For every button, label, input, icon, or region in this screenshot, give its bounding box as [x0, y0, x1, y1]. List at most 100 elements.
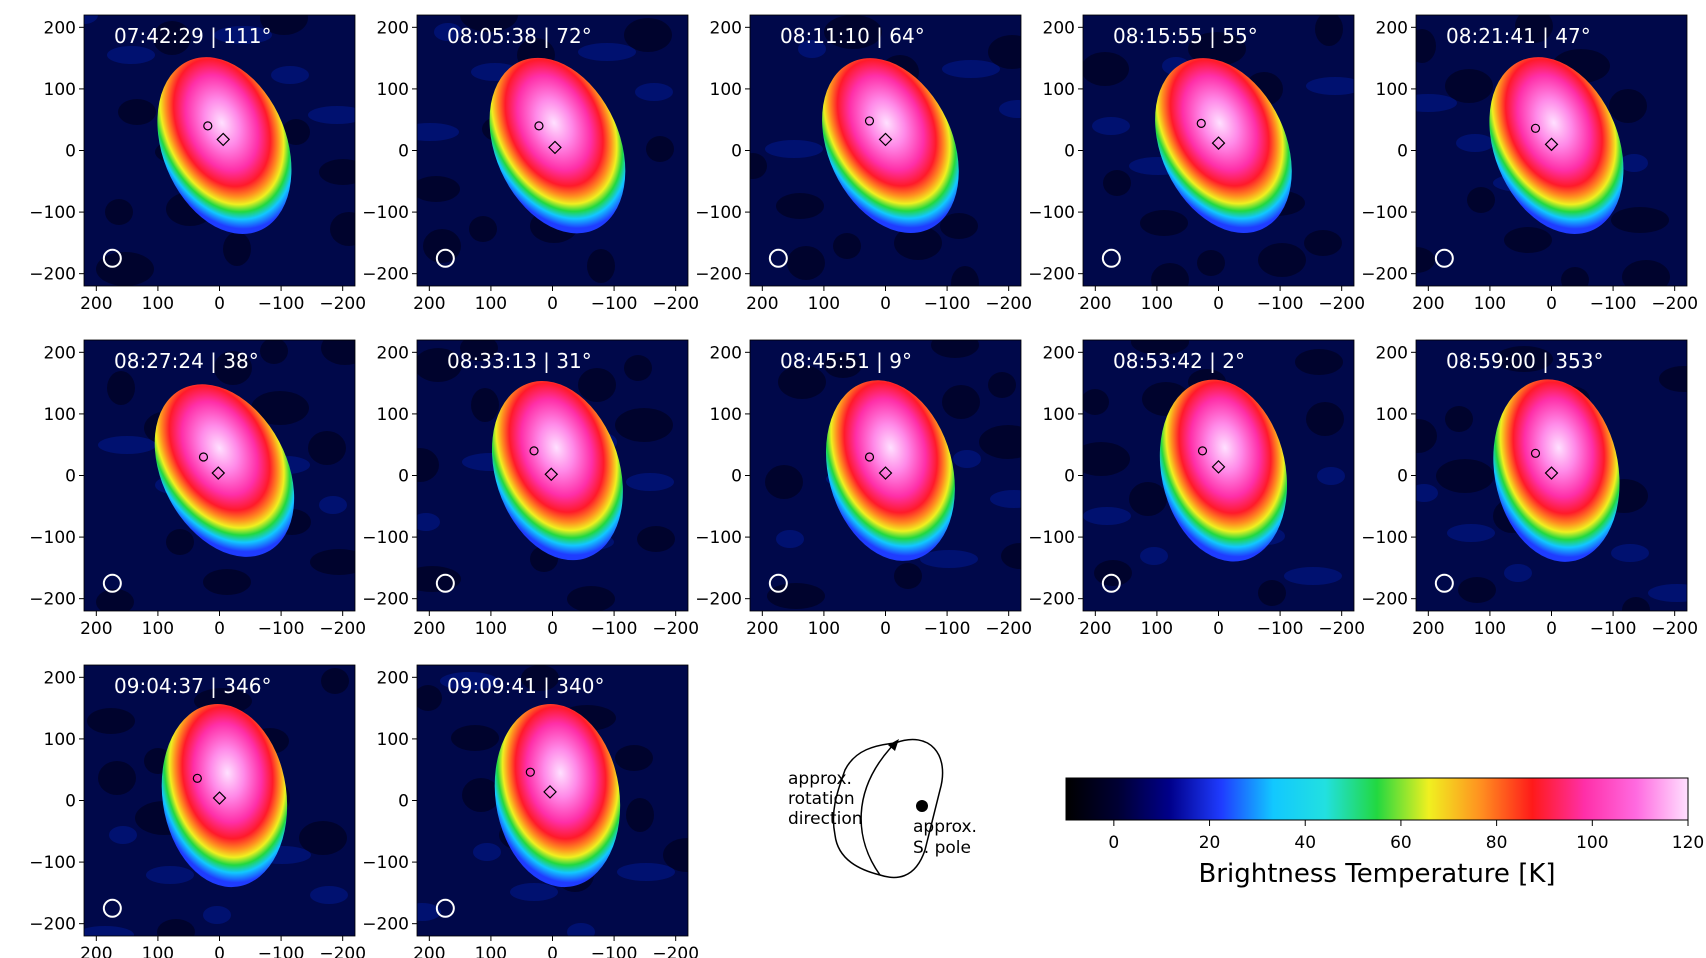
x-tick-label: −100: [1590, 619, 1637, 639]
colorbar-tick-label: 20: [1199, 833, 1221, 853]
y-tick-label: 100: [44, 80, 76, 100]
panel-timestamp-label: 09:09:41 | 340°: [447, 674, 604, 698]
y-tick-label: −100: [362, 853, 409, 873]
panel-timestamp-label: 08:59:00 | 353°: [1446, 349, 1603, 373]
colorbar-tick-label: 40: [1294, 833, 1316, 853]
y-tick-label: −100: [1361, 203, 1408, 223]
panel-1: 07:42:29 | 111°200 100 0 −100 −2002001000−10…: [29, 14, 366, 314]
y-tick-label: −100: [362, 528, 409, 548]
y-tick-label: 100: [44, 730, 76, 750]
y-tick-label: 100: [1043, 80, 1075, 100]
pole-label-line-1: approx.: [913, 817, 977, 837]
colorbar-label: Brightness Temperature [K]: [1198, 859, 1555, 889]
panel-frame: [749, 339, 1022, 612]
y-tick-label: 200: [377, 343, 409, 363]
x-tick-label: −200: [1651, 619, 1698, 639]
y-tick-label: 0: [65, 792, 76, 812]
diamond-marker: [543, 785, 557, 799]
x-tick-label: 0: [214, 619, 225, 639]
panel-10: 08:59:00 | 353°200 100 0 −100 −2002001000−10…: [1361, 339, 1698, 639]
panel-grid: 07:42:29 | 111°200 100 0 −100 −2002001000−10…: [29, 14, 1698, 958]
x-tick-label: 200: [413, 294, 445, 314]
x-tick-label: 0: [547, 944, 558, 958]
y-tick-label: −100: [695, 203, 742, 223]
x-tick-label: 0: [547, 294, 558, 314]
x-tick-label: 100: [475, 619, 507, 639]
panel-5: 08:21:41 | 47°200 100 0 −100 −2002001000−100…: [1361, 14, 1698, 314]
x-tick-label: −200: [1318, 294, 1365, 314]
y-tick-label: 100: [710, 80, 742, 100]
rotation-schematic: approx. rotation direction approx. S. po…: [788, 738, 977, 879]
x-tick-label: 100: [808, 294, 840, 314]
circle-marker: [534, 121, 544, 131]
x-tick-label: −200: [319, 944, 366, 958]
y-tick-label: −100: [695, 528, 742, 548]
y-tick-label: 200: [377, 668, 409, 688]
panel-7: 08:33:13 | 31°200 100 0 −100 −2002001000−100…: [362, 339, 699, 639]
x-tick-label: −100: [258, 294, 305, 314]
rotation-label-line-3: direction: [788, 809, 863, 829]
y-tick-label: 200: [44, 668, 76, 688]
y-tick-label: 0: [65, 467, 76, 487]
brightness-blob: [494, 704, 621, 888]
x-tick-label: 0: [1546, 294, 1557, 314]
x-tick-label: 200: [1079, 294, 1111, 314]
circle-marker: [864, 452, 875, 462]
circle-marker: [529, 446, 539, 456]
x-tick-label: 0: [880, 294, 891, 314]
x-tick-label: −200: [1318, 619, 1365, 639]
x-tick-label: −100: [924, 619, 971, 639]
panel-11: 09:04:37 | 346° 200 100 0 −100 −200 200 100 0 −10…: [29, 664, 366, 958]
circle-marker: [864, 116, 875, 126]
panel-frame: [416, 14, 689, 287]
y-tick-label: 0: [65, 142, 76, 162]
y-tick-label: −100: [1028, 528, 1075, 548]
panel-2: 08:05:38 | 72°200 100 0 −100 −2002001000−100…: [362, 14, 699, 314]
y-tick-label: −200: [695, 265, 742, 285]
brightness-blob: [161, 704, 288, 888]
y-tick-label: −100: [29, 528, 76, 548]
x-tick-label: 0: [880, 619, 891, 639]
diamond-marker: [544, 467, 559, 482]
rotation-arrowhead: [888, 739, 899, 751]
rotation-label-line-2: rotation: [788, 789, 855, 809]
colorbar-tick-label: 0: [1108, 833, 1119, 853]
beam-ellipse: [435, 573, 455, 593]
x-tick-label: −100: [258, 619, 305, 639]
panel-frame: [83, 339, 356, 612]
panel-frame: [1082, 339, 1355, 612]
y-tick-label: −200: [695, 590, 742, 610]
panel-timestamp-label: 09:04:37 | 346°: [114, 674, 271, 698]
y-tick-label: −200: [362, 915, 409, 935]
x-tick-label: −200: [985, 619, 1032, 639]
x-tick-label: 200: [80, 294, 112, 314]
y-tick-label: 200: [710, 343, 742, 363]
panel-timestamp-label: 08:11:10 | 64°: [780, 24, 925, 48]
panel-12: 09:09:41 | 340° 200 100 0 −100 −200 200 100 0 −10…: [362, 664, 699, 958]
south-pole-marker: [916, 800, 928, 812]
x-tick-label: 100: [808, 619, 840, 639]
colorbar-tick-label: 100: [1576, 833, 1608, 853]
diamond-marker: [1211, 460, 1226, 474]
y-tick-label: 200: [710, 18, 742, 38]
y-tick-label: −100: [29, 853, 76, 873]
beam-ellipse: [435, 898, 455, 918]
y-tick-label: 0: [1064, 142, 1075, 162]
diamond-marker: [211, 466, 226, 480]
x-tick-label: 200: [413, 619, 445, 639]
y-tick-label: 200: [1376, 343, 1408, 363]
panel-frame: [83, 664, 356, 937]
y-tick-label: −200: [1361, 265, 1408, 285]
y-tick-label: 200: [1043, 18, 1075, 38]
circle-marker: [1197, 446, 1208, 456]
panel-timestamp-label: 08:21:41 | 47°: [1446, 24, 1591, 48]
brightness-blob: [1493, 379, 1620, 562]
x-tick-label: 100: [142, 944, 174, 958]
circle-marker: [1196, 118, 1206, 129]
y-tick-label: 100: [1376, 405, 1408, 425]
x-tick-label: −100: [591, 294, 638, 314]
diamond-marker: [548, 140, 562, 155]
y-tick-label: 100: [377, 80, 409, 100]
panel-timestamp-label: 08:15:55 | 55°: [1113, 24, 1258, 48]
